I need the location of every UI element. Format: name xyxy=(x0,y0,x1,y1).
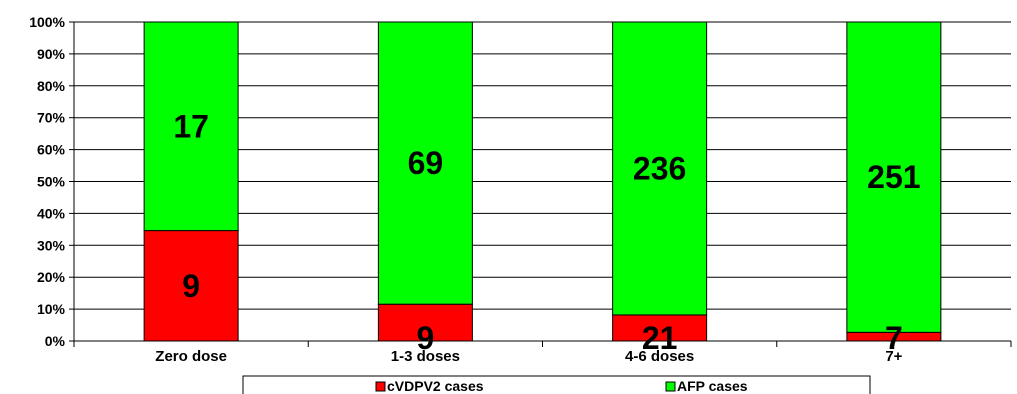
y-tick-label: 80% xyxy=(37,78,66,94)
y-tick-label: 40% xyxy=(37,205,66,221)
data-label: 236 xyxy=(633,150,686,186)
data-label: 21 xyxy=(642,320,678,356)
bar-segment-cvdpv2 xyxy=(143,230,239,342)
bar-segment-afp xyxy=(377,21,473,305)
data-label: 9 xyxy=(416,320,434,356)
y-tick-label: 100% xyxy=(29,14,65,30)
legend-swatch-afp xyxy=(665,381,676,392)
legend-box xyxy=(242,375,871,394)
y-tick-label: 10% xyxy=(37,301,66,317)
y-tick-label: 90% xyxy=(37,46,66,62)
bar-segment-afp xyxy=(143,21,239,232)
y-tick-label: 60% xyxy=(37,142,66,158)
legend-label-afp: AFP cases xyxy=(677,378,748,394)
axes: 0% 10% 20% 30% 40% 50% 60% 70% 80% 90% 100% Zero do… xyxy=(29,14,1012,365)
y-tick-label: 0% xyxy=(45,333,66,349)
y-tick-label: 70% xyxy=(37,110,66,126)
bars xyxy=(143,21,942,342)
data-label: 69 xyxy=(408,145,444,181)
bar-segment-cvdpv2 xyxy=(612,314,708,342)
data-label: 7 xyxy=(885,320,903,356)
y-tick-label: 50% xyxy=(37,174,66,190)
legend-item-cvdpv2: cVDPV2 cases xyxy=(375,378,484,394)
data-label: 9 xyxy=(182,268,200,304)
y-tick-label: 30% xyxy=(37,237,66,253)
data-label: 17 xyxy=(173,108,209,144)
legend-item-afp: AFP cases xyxy=(665,378,748,394)
data-label: 251 xyxy=(867,159,920,195)
x-category-label: 1-3 doses xyxy=(391,348,460,365)
legend-label-cvdpv2: cVDPV2 cases xyxy=(387,378,484,394)
y-tick-label: 20% xyxy=(37,269,66,285)
data-labels: 9 17 9 69 21 236 7 251 xyxy=(173,108,920,356)
x-category-label: Zero dose xyxy=(155,348,227,365)
legend: cVDPV2 cases AFP cases xyxy=(242,375,871,394)
bar-segment-afp xyxy=(846,21,942,333)
bar-segment-afp xyxy=(612,21,708,316)
x-category-label: 7+ xyxy=(885,348,902,365)
bar-segment-cvdpv2 xyxy=(377,303,473,342)
x-category-label: 4-6 doses xyxy=(625,348,694,365)
legend-swatch-cvdpv2 xyxy=(375,381,386,392)
